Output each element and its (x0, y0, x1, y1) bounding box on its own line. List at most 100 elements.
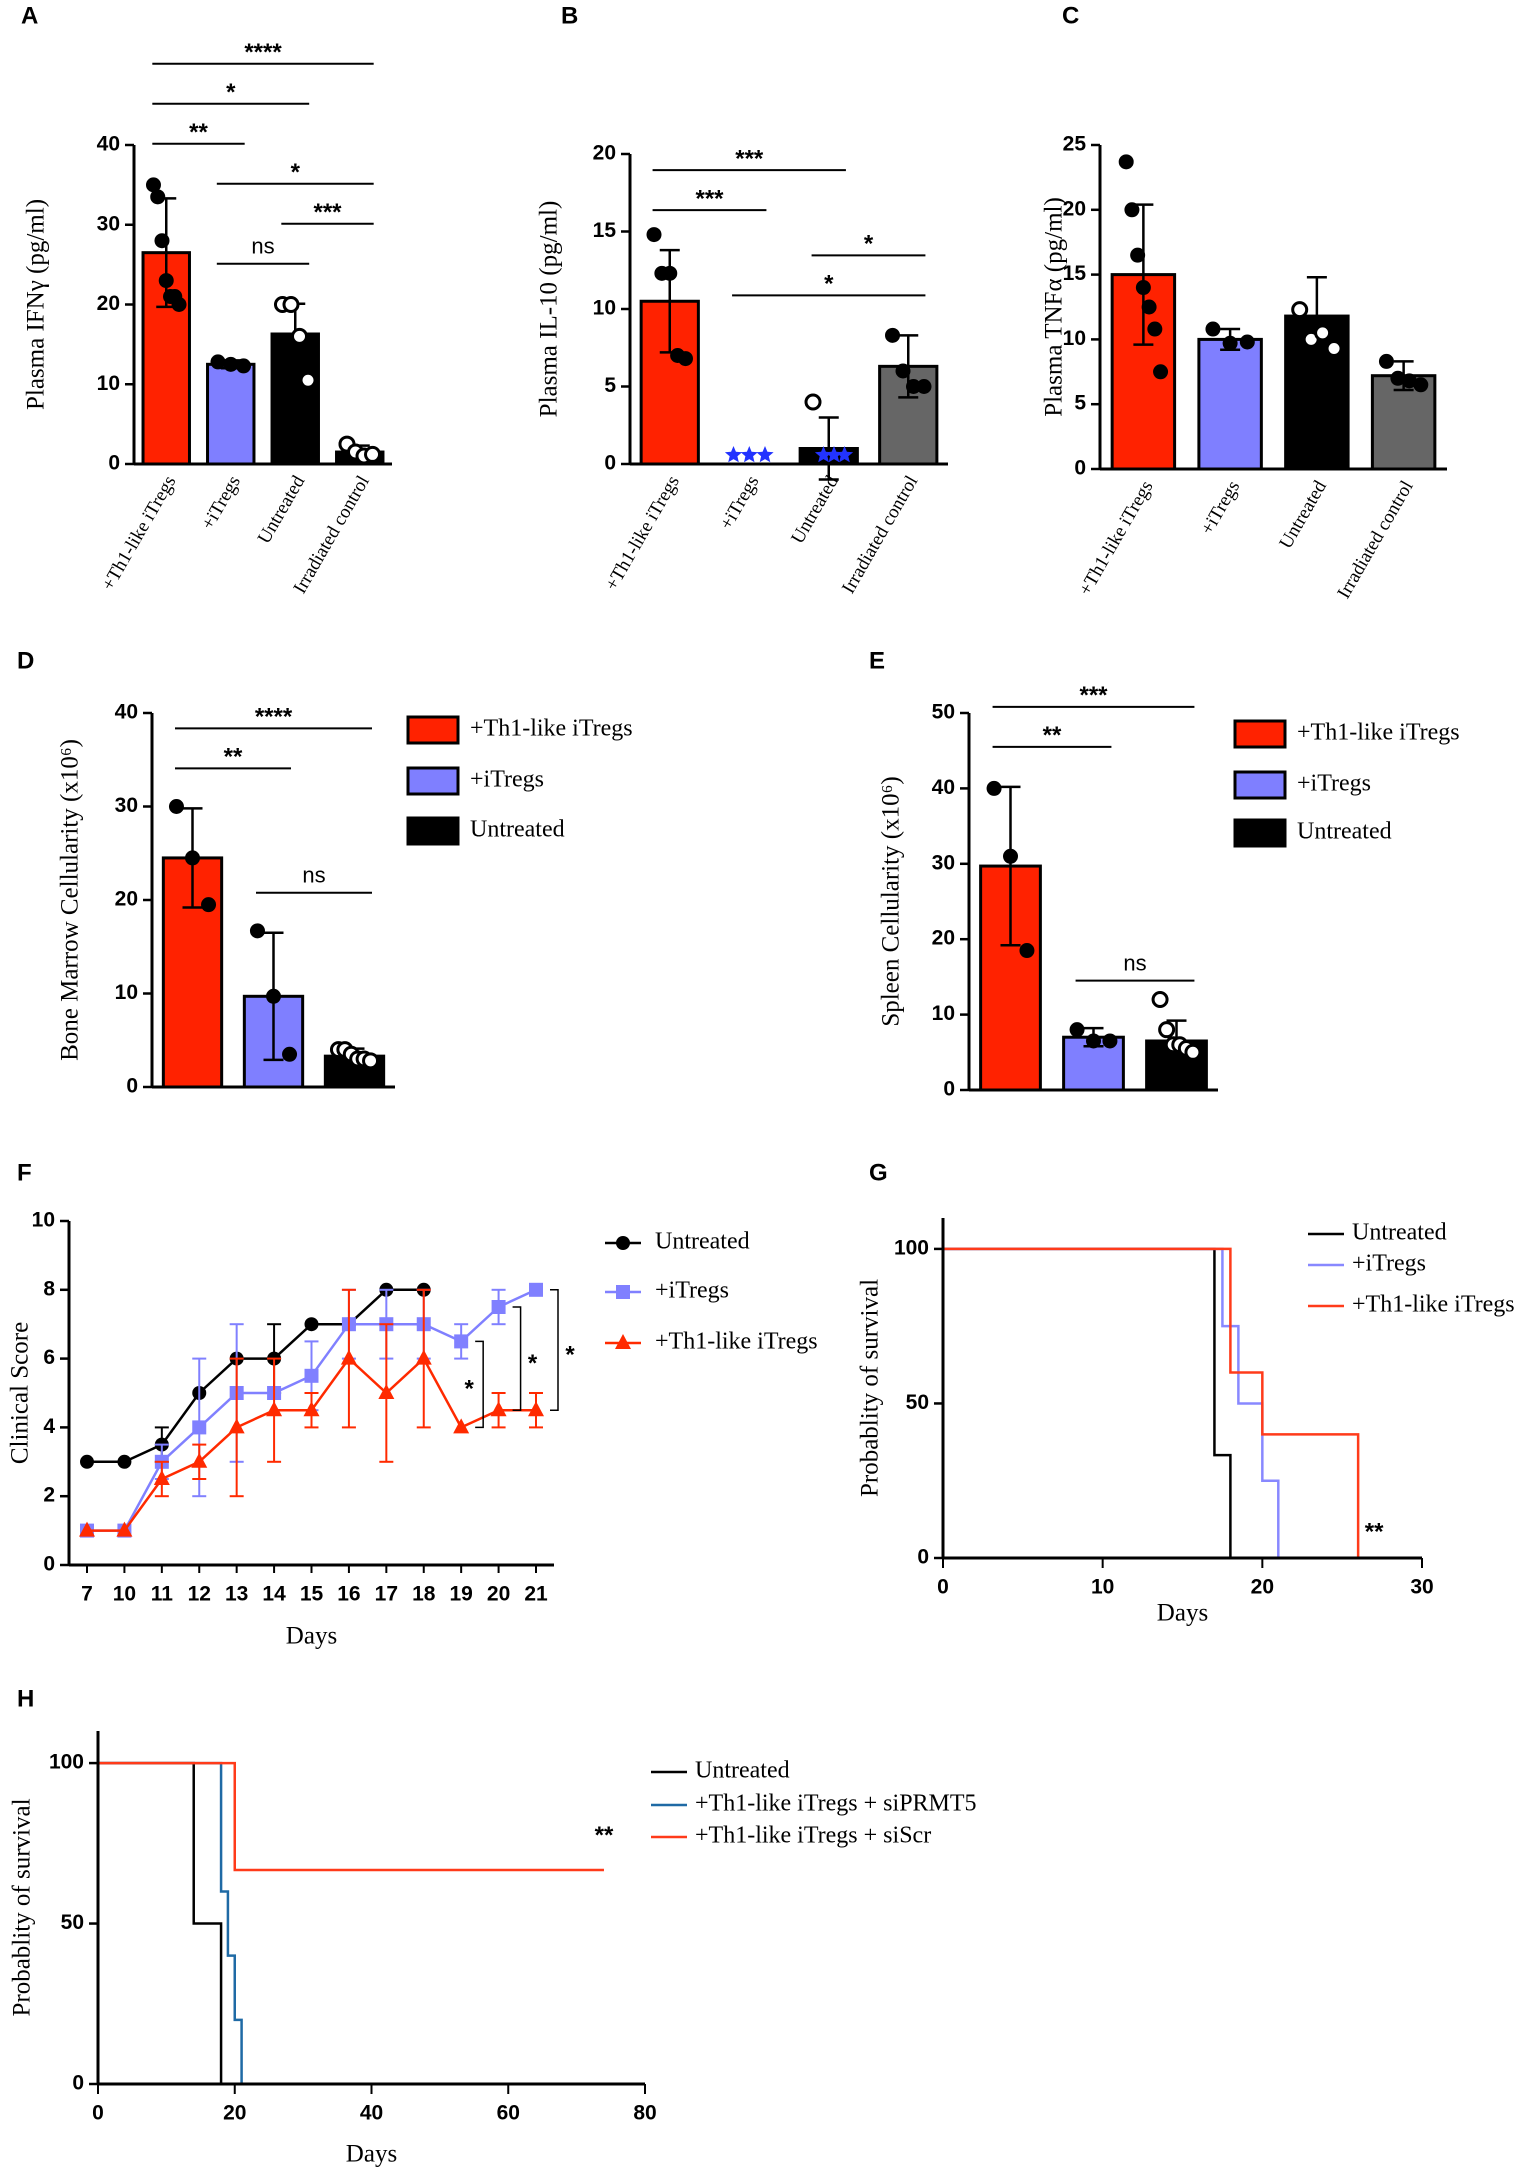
significance-label: * (291, 159, 301, 186)
point (814, 446, 833, 463)
y-tick-label: 30 (932, 851, 955, 874)
series-line (87, 1288, 424, 1464)
significance-label: ** (224, 744, 243, 771)
x-tick-label: 13 (225, 1583, 248, 1606)
marker (453, 1418, 470, 1434)
legend-swatch (406, 816, 460, 846)
point (1291, 301, 1309, 319)
marker (378, 1384, 395, 1399)
point (677, 351, 693, 367)
significance-label: ** (1043, 722, 1062, 749)
y-axis-label: Plasma IL-10 (pg/ml) (536, 201, 563, 418)
y-tick-label: 4 (43, 1415, 55, 1438)
x-tick-label: 11 (151, 1583, 174, 1606)
panel-label: F (17, 1159, 32, 1186)
x-tick-label: +iTregs (197, 472, 244, 533)
marker (79, 1521, 95, 1537)
y-tick-label: 5 (1074, 392, 1086, 415)
y-axis-label: Plasma TNFα (pg/ml) (1041, 197, 1068, 417)
point (1222, 335, 1238, 351)
point (210, 354, 226, 370)
legend-swatch (1233, 770, 1287, 800)
legend-swatch (1233, 818, 1287, 848)
y-tick-label: 20 (932, 927, 955, 950)
point (1153, 364, 1169, 380)
panel-label: A (21, 2, 38, 29)
y-tick-label: 15 (1063, 262, 1087, 285)
point (885, 327, 901, 343)
y-tick-label: 40 (115, 701, 138, 724)
legend-label: Untreated (695, 1758, 790, 1784)
point (1378, 353, 1394, 369)
marker (153, 1470, 170, 1485)
point (282, 296, 300, 313)
x-tick-label: 12 (188, 1583, 211, 1606)
survival-curve (98, 1761, 604, 1872)
point (662, 265, 678, 281)
legend-label: Untreated (470, 817, 565, 843)
y-tick-label: 8 (43, 1277, 55, 1300)
significance-label: ** (1365, 1519, 1384, 1546)
legend-label: +Th1-like iTregs (470, 716, 633, 742)
x-tick-label: 20 (1251, 1576, 1274, 1599)
y-axis-label: Spleen Cellularity (x10⁶) (878, 776, 905, 1026)
survival-curve (98, 1761, 243, 2084)
legend-label: +Th1-like iTregs + siScr (695, 1823, 931, 1849)
significance-label: *** (735, 145, 764, 172)
y-tick-label: 20 (1063, 197, 1086, 220)
point (201, 897, 217, 913)
point (1158, 1021, 1176, 1039)
y-tick-label: 20 (593, 142, 616, 165)
marker (80, 1454, 94, 1469)
x-tick-label: +iTregs (716, 472, 763, 533)
x-tick-label: 14 (262, 1583, 286, 1606)
bar (1197, 337, 1263, 471)
x-tick-label: 7 (81, 1583, 93, 1606)
point (236, 358, 252, 374)
point (282, 1046, 298, 1062)
x-tick-label: 19 (449, 1583, 472, 1606)
point (364, 445, 382, 463)
significance-label: ** (595, 1822, 614, 1849)
point (1413, 377, 1429, 393)
y-tick-label: 5 (604, 374, 616, 397)
x-tick-label: 18 (412, 1583, 436, 1606)
legend-marker (616, 1236, 630, 1250)
legend-label: +Th1-like iTregs + siPRMT5 (695, 1791, 977, 1817)
x-tick-label: 10 (113, 1583, 136, 1606)
y-axis-label: Clinical Score (7, 1322, 34, 1464)
x-tick-label: 60 (497, 2102, 520, 2125)
point (916, 379, 932, 394)
y-tick-label: 100 (894, 1236, 929, 1259)
point (299, 371, 317, 389)
marker (528, 1401, 544, 1417)
y-tick-label: 10 (593, 297, 616, 320)
y-axis-label: Probablity of survival (9, 1798, 36, 2016)
y-axis-label: Bone Marrow Cellularity (x10⁶) (57, 739, 84, 1061)
x-tick-label: Untreated (787, 472, 843, 548)
point (986, 780, 1002, 796)
marker (340, 1349, 357, 1365)
marker (303, 1401, 320, 1417)
y-tick-label: 50 (61, 1911, 84, 1934)
y-tick-label: 20 (115, 888, 138, 911)
x-tick-label: Irradiated control (838, 472, 922, 597)
survival-curve (943, 1247, 1360, 1558)
legend-marker (616, 1285, 630, 1299)
point (362, 1052, 380, 1070)
marker (491, 1300, 506, 1314)
significance-label: **** (255, 704, 293, 731)
marker (266, 1401, 283, 1417)
x-tick-label: 30 (1410, 1576, 1433, 1599)
marker (490, 1401, 507, 1417)
significance-label: * (565, 1341, 575, 1368)
point (150, 189, 166, 205)
y-tick-label: 0 (917, 1546, 929, 1569)
x-tick-label: 17 (375, 1583, 398, 1606)
point (804, 393, 822, 411)
point (1390, 370, 1406, 386)
bar (206, 362, 256, 466)
y-tick-label: 0 (1074, 457, 1086, 480)
y-tick-label: 10 (97, 372, 120, 395)
point (1325, 339, 1343, 357)
